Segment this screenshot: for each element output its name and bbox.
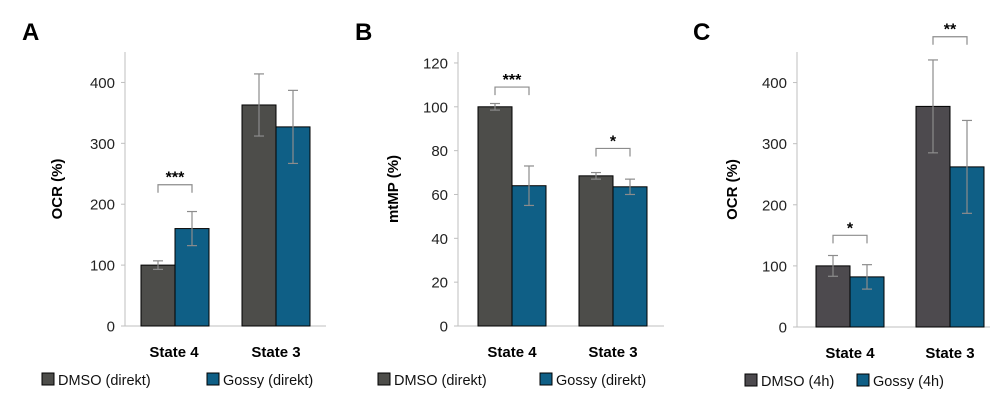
significance-bracket [157, 184, 193, 193]
legend-label: Gossy (direkt) [223, 373, 313, 389]
significance-label: *** [166, 170, 185, 187]
y-tick-label: 200 [762, 197, 787, 214]
bar [477, 106, 513, 327]
y-axis-label: OCR (%) [724, 159, 741, 220]
y-tick-label: 40 [431, 231, 448, 248]
y-tick-label: 100 [762, 258, 787, 275]
y-axis-label: OCR (%) [49, 159, 66, 220]
significance-label: ** [944, 22, 957, 39]
legend-swatch [856, 373, 870, 387]
significance-label: *** [503, 72, 522, 89]
y-tick-label: 0 [107, 319, 115, 336]
legend-swatch [539, 372, 553, 386]
y-tick-label: 100 [90, 258, 115, 275]
x-tick-label: State 4 [487, 344, 537, 361]
y-tick-label: 20 [431, 275, 448, 292]
panel-letter: B [355, 19, 372, 46]
significance-label: * [847, 220, 854, 237]
legend-label: Gossy (4h) [873, 374, 944, 390]
bar [140, 264, 176, 327]
legend-label: DMSO (4h) [761, 374, 834, 390]
y-axis-label: mtMP (%) [385, 155, 402, 223]
x-tick-label: State 4 [149, 344, 199, 361]
y-tick-label: 80 [431, 143, 448, 160]
bar [241, 104, 277, 327]
bar [511, 185, 547, 327]
significance-label: * [610, 133, 617, 150]
legend-swatch [377, 372, 391, 386]
bar [578, 175, 614, 327]
y-tick-label: 200 [90, 197, 115, 214]
significance-bracket [595, 147, 631, 157]
legend-swatch [41, 372, 55, 386]
y-tick-label: 300 [762, 136, 787, 153]
x-tick-label: State 4 [825, 345, 875, 362]
legend-label: DMSO (direkt) [394, 373, 487, 389]
panel-letter: C [693, 19, 710, 46]
x-tick-label: State 3 [588, 344, 637, 361]
y-tick-label: 400 [762, 75, 787, 92]
significance-bracket [932, 36, 968, 45]
legend-label: DMSO (direkt) [58, 373, 151, 389]
legend-label: Gossy (direkt) [556, 373, 646, 389]
y-tick-label: 120 [423, 55, 448, 72]
legend-swatch [744, 373, 758, 387]
chart-panel-a: A 0 100 200 300 400 OCR (%) State 4 State 3 *** DM… [22, 19, 326, 389]
significance-bracket [494, 86, 530, 96]
bar [612, 186, 648, 327]
x-tick-label: State 3 [925, 345, 974, 362]
x-tick-label: State 3 [251, 344, 300, 361]
y-tick-label: 100 [423, 99, 448, 116]
y-tick-label: 300 [90, 136, 115, 153]
y-tick-label: 400 [90, 75, 115, 92]
y-tick-label: 60 [431, 187, 448, 204]
y-tick-label: 0 [779, 320, 787, 337]
y-tick-label: 0 [440, 319, 448, 336]
significance-bracket [832, 234, 868, 244]
panel-letter: A [22, 19, 39, 46]
legend-swatch [206, 372, 220, 386]
